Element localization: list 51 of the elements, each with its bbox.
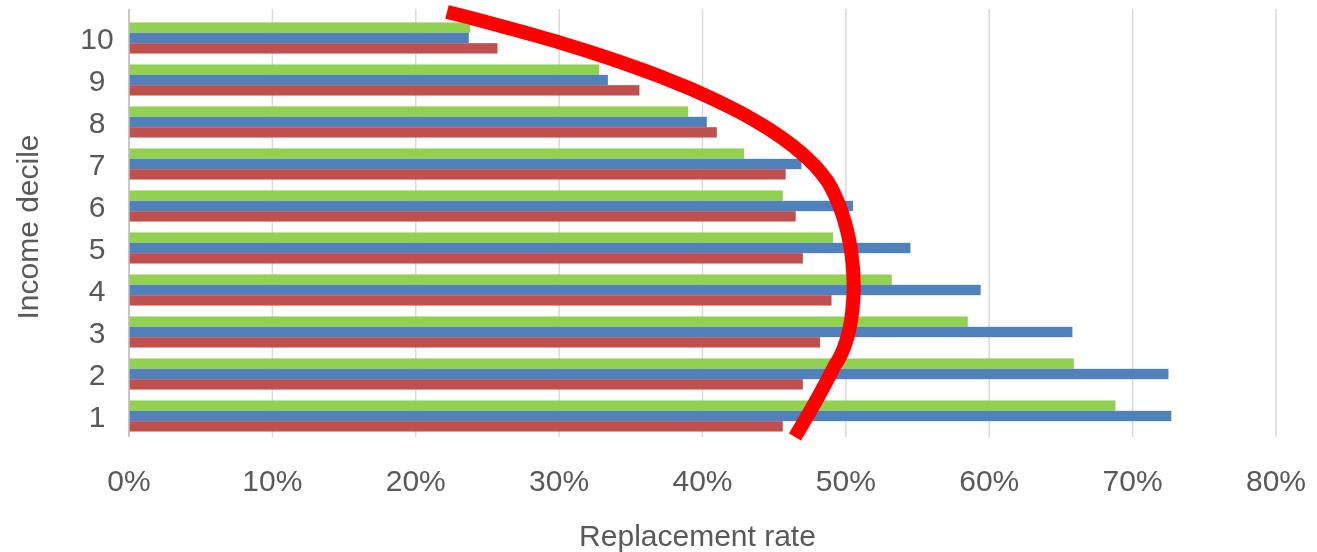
bar [129, 22, 471, 33]
bar [129, 295, 832, 306]
y-tick-label: 1 [88, 399, 106, 433]
bar [129, 190, 783, 201]
bar [129, 242, 911, 254]
bar [129, 358, 1074, 369]
bar [129, 410, 1172, 422]
bar [129, 232, 833, 243]
bar [129, 316, 968, 327]
bar [129, 116, 707, 128]
bar [129, 64, 600, 75]
y-tick-label: 7 [88, 147, 106, 181]
y-tick-label: 9 [88, 63, 106, 97]
bar [129, 148, 745, 159]
bar [129, 211, 796, 222]
bar [129, 253, 803, 264]
bar [129, 32, 469, 44]
bar [129, 43, 498, 54]
y-axis-title: Income decile [11, 134, 44, 320]
bar [129, 284, 981, 296]
bar [129, 85, 640, 96]
x-tick-label: 60% [959, 464, 1020, 497]
y-tick-label: 6 [88, 189, 106, 223]
x-tick-label: 20% [385, 464, 446, 497]
bar [129, 158, 802, 170]
bar [129, 74, 608, 86]
bar [129, 169, 786, 180]
bar [129, 326, 1073, 338]
bar [129, 400, 1116, 411]
bar [129, 127, 717, 138]
x-tick-label: 50% [815, 464, 876, 497]
x-tick-label: 80% [1245, 464, 1307, 497]
bar [129, 379, 803, 390]
x-tick-label: 0% [107, 464, 151, 497]
x-axis-title: Replacement rate [579, 519, 816, 552]
x-tick-label: 30% [529, 464, 590, 497]
bar [129, 274, 892, 285]
bar [129, 421, 783, 432]
bar [129, 200, 854, 212]
x-tick-label: 70% [1102, 464, 1163, 497]
bar [129, 106, 689, 117]
y-tick-label: 3 [88, 315, 106, 349]
y-tick-label: 10 [80, 21, 114, 55]
x-tick-label: 10% [242, 464, 303, 497]
y-tick-label: 8 [88, 105, 106, 139]
x-tick-label: 40% [672, 464, 733, 497]
y-tick-label: 2 [88, 357, 106, 391]
y-tick-label: 5 [88, 231, 106, 265]
y-tick-label: 4 [88, 273, 106, 307]
bar [129, 368, 1169, 380]
bar [129, 337, 821, 348]
